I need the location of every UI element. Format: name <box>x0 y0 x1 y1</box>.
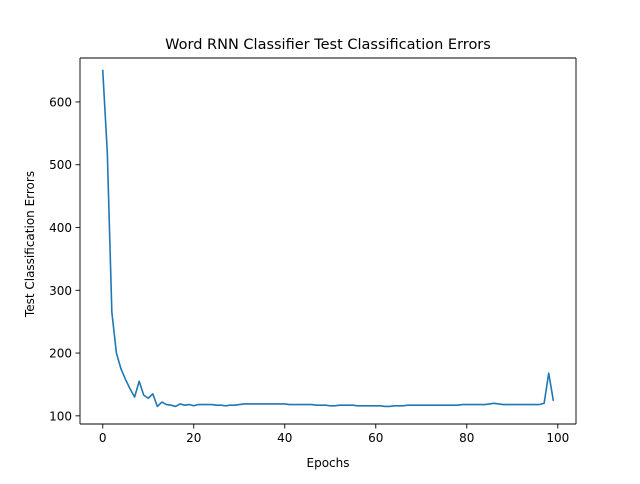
y-tick-label: 300 <box>49 284 72 298</box>
x-tick-label: 0 <box>99 431 107 445</box>
y-tick-label: 500 <box>49 158 72 172</box>
x-tick-label: 20 <box>186 431 201 445</box>
y-tick-label: 600 <box>49 95 72 109</box>
plot-area: 0 20 40 60 80 100 100 200 300 400 500 600 <box>49 57 577 445</box>
y-tick-label: 200 <box>49 347 72 361</box>
x-tick-label: 100 <box>546 431 569 445</box>
x-tick-label: 40 <box>277 431 292 445</box>
series-line-0 <box>101 69 555 408</box>
x-axis-label: Epochs <box>307 456 350 470</box>
y-axis-label: Test Classification Errors <box>23 171 37 318</box>
y-tick-label: 400 <box>49 221 72 235</box>
y-tick-label: 100 <box>49 409 72 423</box>
x-tick-label: 80 <box>459 431 474 445</box>
x-tick-label: 60 <box>368 431 383 445</box>
chart-title: Word RNN Classifier Test Classification … <box>165 37 491 53</box>
